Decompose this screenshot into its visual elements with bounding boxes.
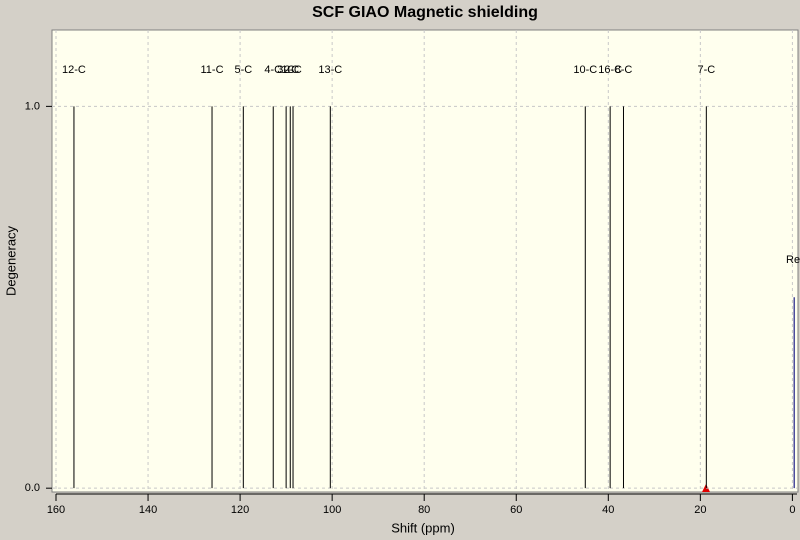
peak-label: 16-C	[598, 64, 622, 76]
x-tick-label: 140	[139, 504, 157, 516]
peak-label: 11-C	[201, 64, 224, 76]
x-tick-label: 40	[602, 504, 614, 516]
y-tick-label: 0.0	[25, 482, 40, 494]
chart-title: SCF GIAO Magnetic shielding	[312, 4, 538, 21]
x-tick-label: 20	[694, 504, 706, 516]
y-axis-label: Degeneracy	[3, 225, 18, 296]
x-tick-label: 100	[323, 504, 341, 516]
x-tick-label: 160	[47, 504, 65, 516]
peak-label: 1-C	[281, 64, 299, 76]
peak-label: 2-C	[284, 64, 302, 76]
peak-label: 12-C	[62, 64, 86, 76]
y-tick-label: 1.0	[25, 100, 40, 112]
reference-label: Re	[786, 254, 800, 266]
peak-label: 8-C	[615, 64, 633, 76]
x-tick-label: 0	[789, 504, 795, 516]
peak-label: 4-C	[264, 64, 282, 76]
plot-area	[51, 29, 799, 493]
x-tick-label: 80	[418, 504, 430, 516]
x-tick-label: 60	[510, 504, 522, 516]
peak-label: 3-C	[277, 64, 295, 76]
peak-label: 7-C	[697, 64, 715, 76]
x-tick-label: 120	[231, 504, 249, 516]
x-axis-label: Shift (ppm)	[391, 520, 455, 535]
peak-label: 13-C	[318, 64, 342, 76]
peak-label: 10-C	[573, 64, 597, 76]
peak-label: 5-C	[234, 64, 252, 76]
